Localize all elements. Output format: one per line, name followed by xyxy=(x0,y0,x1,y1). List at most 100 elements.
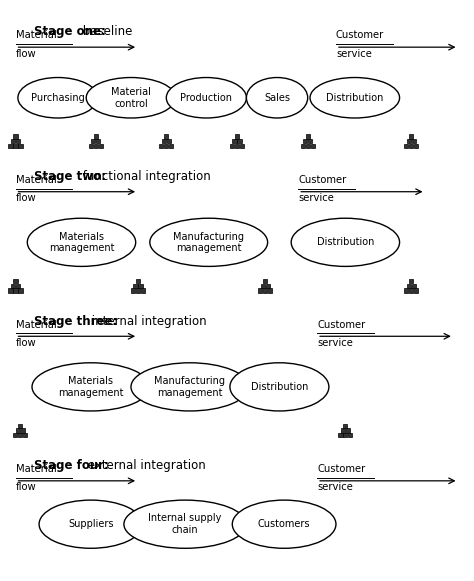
Text: Purchasing: Purchasing xyxy=(31,93,85,103)
FancyBboxPatch shape xyxy=(11,139,15,144)
Text: Material: Material xyxy=(16,320,56,329)
FancyBboxPatch shape xyxy=(409,288,413,293)
FancyBboxPatch shape xyxy=(131,288,135,293)
FancyBboxPatch shape xyxy=(11,284,15,288)
FancyBboxPatch shape xyxy=(138,284,143,288)
FancyBboxPatch shape xyxy=(308,139,312,144)
FancyBboxPatch shape xyxy=(341,428,345,432)
Ellipse shape xyxy=(86,77,176,118)
FancyBboxPatch shape xyxy=(343,433,347,437)
FancyBboxPatch shape xyxy=(407,139,411,144)
FancyBboxPatch shape xyxy=(240,144,244,148)
FancyBboxPatch shape xyxy=(409,144,413,148)
Text: flow: flow xyxy=(16,482,36,492)
Ellipse shape xyxy=(230,363,329,411)
FancyBboxPatch shape xyxy=(303,139,307,144)
Text: Stage two:: Stage two: xyxy=(35,170,106,183)
FancyBboxPatch shape xyxy=(16,428,20,432)
Text: Stage four:: Stage four: xyxy=(35,459,109,472)
Text: Stage one:: Stage one: xyxy=(35,26,106,38)
FancyBboxPatch shape xyxy=(134,284,137,288)
Text: Customer: Customer xyxy=(298,175,346,185)
FancyBboxPatch shape xyxy=(13,433,18,437)
FancyBboxPatch shape xyxy=(136,279,140,284)
FancyBboxPatch shape xyxy=(162,139,166,144)
Text: functional integration: functional integration xyxy=(79,170,211,183)
Text: Customer: Customer xyxy=(336,30,384,41)
Ellipse shape xyxy=(131,363,249,411)
Text: Manufacturing
management: Manufacturing management xyxy=(155,376,225,397)
Text: Stage three:: Stage three: xyxy=(35,314,118,328)
FancyBboxPatch shape xyxy=(16,284,20,288)
Text: service: service xyxy=(317,338,353,347)
Ellipse shape xyxy=(39,500,143,548)
FancyBboxPatch shape xyxy=(9,288,13,293)
Text: Suppliers: Suppliers xyxy=(68,519,114,529)
FancyBboxPatch shape xyxy=(230,144,234,148)
FancyBboxPatch shape xyxy=(306,144,310,148)
Text: Material: Material xyxy=(16,30,56,41)
Ellipse shape xyxy=(18,77,98,118)
Text: service: service xyxy=(336,49,372,59)
Ellipse shape xyxy=(32,363,150,411)
FancyBboxPatch shape xyxy=(16,139,20,144)
Text: internal integration: internal integration xyxy=(88,314,207,328)
FancyBboxPatch shape xyxy=(96,139,100,144)
FancyBboxPatch shape xyxy=(18,424,22,428)
FancyBboxPatch shape xyxy=(237,139,242,144)
Text: Materials
management: Materials management xyxy=(49,231,114,253)
FancyBboxPatch shape xyxy=(346,428,350,432)
FancyBboxPatch shape xyxy=(268,288,273,293)
Ellipse shape xyxy=(310,77,400,118)
FancyBboxPatch shape xyxy=(13,288,18,293)
FancyBboxPatch shape xyxy=(141,288,145,293)
Text: Internal supply
chain: Internal supply chain xyxy=(148,514,222,535)
Text: Distribution: Distribution xyxy=(317,237,374,248)
FancyBboxPatch shape xyxy=(93,144,98,148)
FancyBboxPatch shape xyxy=(164,134,168,139)
FancyBboxPatch shape xyxy=(18,288,23,293)
Text: Material: Material xyxy=(16,464,56,474)
Ellipse shape xyxy=(291,218,400,267)
Text: Customer: Customer xyxy=(317,464,365,474)
FancyBboxPatch shape xyxy=(409,279,413,284)
Text: Production: Production xyxy=(181,93,232,103)
Text: Customers: Customers xyxy=(258,519,310,529)
FancyBboxPatch shape xyxy=(93,134,98,139)
Text: Manufacturing
management: Manufacturing management xyxy=(173,231,244,253)
Text: flow: flow xyxy=(16,338,36,347)
FancyBboxPatch shape xyxy=(13,279,18,284)
Text: flow: flow xyxy=(16,49,36,59)
FancyBboxPatch shape xyxy=(235,144,239,148)
Text: service: service xyxy=(298,193,334,203)
FancyBboxPatch shape xyxy=(265,284,270,288)
FancyBboxPatch shape xyxy=(169,144,173,148)
FancyBboxPatch shape xyxy=(409,134,413,139)
FancyBboxPatch shape xyxy=(18,433,22,437)
FancyBboxPatch shape xyxy=(263,288,267,293)
FancyBboxPatch shape xyxy=(306,134,310,139)
FancyBboxPatch shape xyxy=(9,144,13,148)
FancyBboxPatch shape xyxy=(167,139,171,144)
FancyBboxPatch shape xyxy=(412,139,416,144)
FancyBboxPatch shape xyxy=(13,134,18,139)
Text: Material: Material xyxy=(16,175,56,185)
FancyBboxPatch shape xyxy=(235,134,239,139)
Ellipse shape xyxy=(166,77,246,118)
FancyBboxPatch shape xyxy=(18,144,23,148)
FancyBboxPatch shape xyxy=(338,433,343,437)
FancyBboxPatch shape xyxy=(13,144,18,148)
Ellipse shape xyxy=(246,77,308,118)
FancyBboxPatch shape xyxy=(136,288,140,293)
FancyBboxPatch shape xyxy=(99,144,103,148)
FancyBboxPatch shape xyxy=(232,139,237,144)
Text: baseline: baseline xyxy=(79,26,133,38)
FancyBboxPatch shape xyxy=(348,433,353,437)
FancyBboxPatch shape xyxy=(310,144,315,148)
Text: Materials
management: Materials management xyxy=(58,376,124,397)
Ellipse shape xyxy=(124,500,246,548)
Ellipse shape xyxy=(150,218,268,267)
FancyBboxPatch shape xyxy=(343,424,347,428)
FancyBboxPatch shape xyxy=(404,288,409,293)
Text: flow: flow xyxy=(16,193,36,203)
